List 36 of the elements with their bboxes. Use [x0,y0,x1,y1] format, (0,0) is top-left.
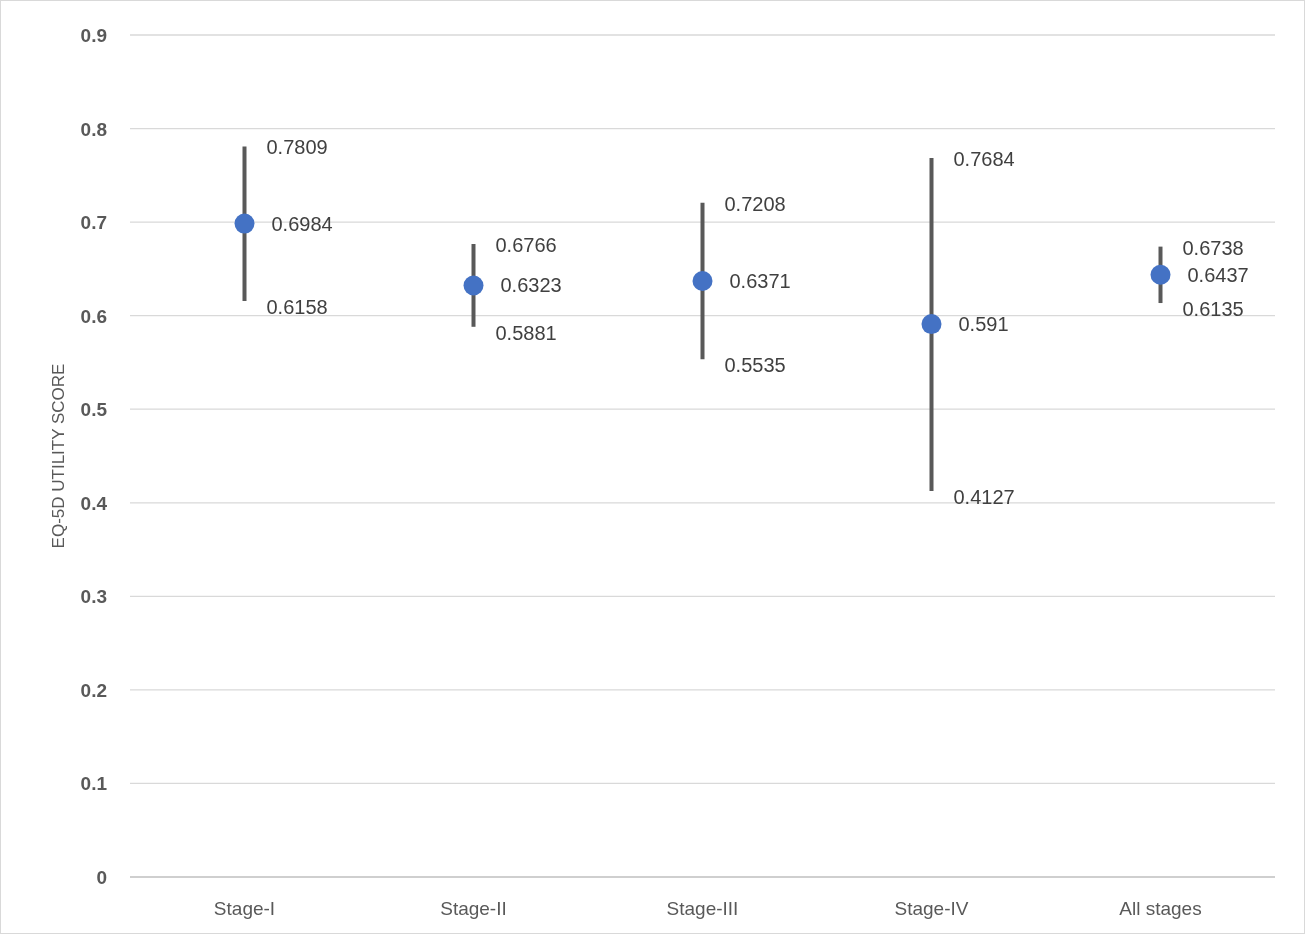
annotation: 0.5881 [495,321,557,344]
y-tick-label: 0.9 [80,25,107,46]
annotation: 0.7208 [724,192,786,215]
data-label: 0.6437 [1187,263,1249,286]
x-tick-label: Stage-III [666,898,739,919]
annotation: 0.5535 [724,354,786,377]
y-tick-label: 0.3 [80,586,107,608]
annotation: 0.7684 [953,148,1015,171]
annotation: 0.6738 [1182,236,1244,259]
annotation: 0.7809 [266,136,328,159]
point [921,314,942,335]
point [234,213,255,234]
y-tick-label: 0 [96,867,107,888]
annotation: 0.6766 [495,234,557,256]
x-tick-label: Stage-IV [894,898,969,919]
data-label: 0.6371 [729,269,791,292]
y-tick-label: 0.1 [80,773,108,795]
point [1150,264,1171,285]
y-tick-label: 0.4 [80,492,108,514]
x-tick-label: All stages [1119,898,1202,919]
y-tick-label: 0.6 [80,305,107,327]
data-label: 0.591 [958,313,1009,336]
annotation: 0.6158 [266,295,328,318]
point [463,275,484,296]
y-tick-label: 0.2 [80,679,107,701]
data-label: 0.6984 [271,212,333,235]
x-tick-label: Stage-I [213,898,276,919]
data-label: 0.6323 [500,274,562,297]
annotation: 0.6135 [1182,298,1244,321]
y-tick-label: 0.7 [80,212,107,234]
x-tick-label: Stage-II [440,898,507,919]
y-tick-label: 0.5 [80,399,108,421]
y-axis-title: EQ-5D UTILITY SCORE [49,363,68,549]
point [692,270,713,291]
y-tick-label: 0.8 [80,118,107,140]
annotation: 0.4127 [953,485,1015,508]
